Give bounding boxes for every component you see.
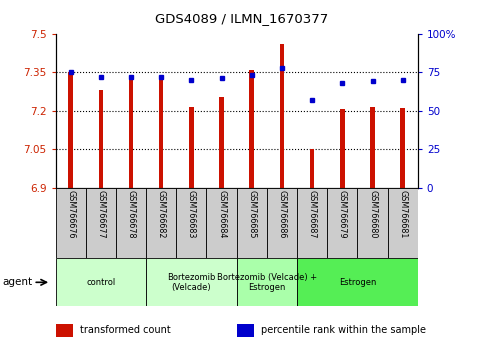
Text: Bortezomib (Velcade) +
Estrogen: Bortezomib (Velcade) + Estrogen — [217, 273, 317, 292]
Bar — [340, 109, 344, 188]
Text: control: control — [86, 278, 115, 287]
Text: GSM766685: GSM766685 — [247, 190, 256, 239]
Bar — [250, 69, 254, 188]
Text: GSM766679: GSM766679 — [338, 190, 347, 239]
Bar — [357, 188, 388, 258]
Text: percentile rank within the sample: percentile rank within the sample — [261, 325, 426, 335]
Bar — [56, 188, 86, 258]
Bar — [116, 188, 146, 258]
Bar — [56, 324, 73, 337]
Bar — [237, 324, 254, 337]
Bar — [310, 149, 314, 188]
Text: GSM766681: GSM766681 — [398, 190, 407, 239]
Text: GSM766684: GSM766684 — [217, 190, 226, 239]
Bar — [297, 258, 418, 306]
Bar — [370, 107, 375, 188]
Bar — [280, 44, 284, 188]
Bar — [297, 188, 327, 258]
Bar — [146, 188, 176, 258]
Bar — [86, 188, 116, 258]
Bar — [189, 107, 194, 188]
Text: GDS4089 / ILMN_1670377: GDS4089 / ILMN_1670377 — [155, 12, 328, 25]
Bar — [129, 77, 133, 188]
Bar — [159, 77, 163, 188]
Bar — [237, 188, 267, 258]
Text: GSM766677: GSM766677 — [96, 190, 105, 239]
Text: GSM766683: GSM766683 — [187, 190, 196, 239]
Bar — [400, 108, 405, 188]
Text: GSM766678: GSM766678 — [127, 190, 136, 239]
Bar — [56, 258, 146, 306]
Text: GSM766682: GSM766682 — [156, 190, 166, 239]
Text: GSM766686: GSM766686 — [277, 190, 286, 239]
Text: GSM766687: GSM766687 — [308, 190, 317, 239]
Bar — [99, 90, 103, 188]
Bar — [69, 72, 73, 188]
Text: transformed count: transformed count — [80, 325, 171, 335]
Text: Estrogen: Estrogen — [339, 278, 376, 287]
Text: Bortezomib
(Velcade): Bortezomib (Velcade) — [167, 273, 215, 292]
Bar — [267, 188, 297, 258]
Bar — [146, 258, 237, 306]
Bar — [327, 188, 357, 258]
Bar — [207, 188, 237, 258]
Bar — [219, 97, 224, 188]
Bar — [237, 258, 297, 306]
Bar — [176, 188, 207, 258]
Text: GSM766680: GSM766680 — [368, 190, 377, 239]
Bar — [388, 188, 418, 258]
Text: agent: agent — [2, 277, 32, 287]
Text: GSM766676: GSM766676 — [66, 190, 75, 239]
